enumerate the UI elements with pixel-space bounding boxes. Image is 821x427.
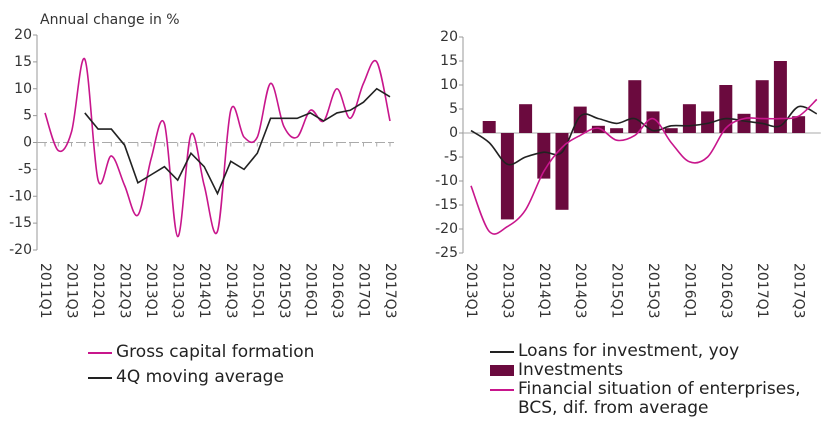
bar bbox=[519, 104, 533, 133]
bar bbox=[773, 61, 787, 133]
x-tick-label: 2014Q3 bbox=[223, 263, 239, 319]
x-tick-label: 2015Q1 bbox=[609, 263, 625, 319]
x-tick-label: 2015Q3 bbox=[276, 263, 292, 319]
legend-swatch bbox=[490, 351, 514, 353]
bar bbox=[755, 80, 769, 133]
x-tick-label: 2016Q1 bbox=[302, 263, 318, 319]
y-axis-label: Annual change in % bbox=[40, 12, 180, 28]
legend-swatch bbox=[88, 352, 112, 354]
bar bbox=[701, 111, 715, 133]
y-tick-label: -10 bbox=[435, 173, 458, 189]
x-tick-label: 2013Q1 bbox=[143, 263, 159, 319]
legend: Gross capital formation 4Q moving average bbox=[88, 343, 388, 393]
bar bbox=[610, 128, 624, 133]
x-tick-label: 2017Q1 bbox=[754, 263, 770, 319]
legend-swatch bbox=[490, 389, 514, 391]
bar bbox=[646, 111, 660, 133]
bar bbox=[482, 121, 496, 133]
y-tick-label: -20 bbox=[9, 242, 32, 258]
line bbox=[470, 98, 818, 235]
y-tick-label: -15 bbox=[9, 215, 32, 231]
y-tick-label: 20 bbox=[440, 29, 458, 45]
legend-item: Loans for investment, yoy bbox=[490, 342, 810, 361]
legend-item: 4Q moving average bbox=[88, 368, 388, 387]
y-tick-label: 10 bbox=[440, 77, 458, 93]
x-tick-label: 2017Q1 bbox=[355, 263, 371, 319]
x-tick-label: 2017Q3 bbox=[382, 263, 398, 319]
legend-label: Gross capital formation bbox=[116, 342, 315, 362]
legend-label: Loans for investment, yoy bbox=[518, 341, 740, 361]
y-tick-label: 5 bbox=[449, 101, 458, 117]
legend-label: Financial situation of enterprises, BCS,… bbox=[518, 379, 801, 418]
x-tick-label: 2013Q3 bbox=[499, 263, 515, 319]
bar bbox=[591, 125, 605, 133]
x-tick-label: 2015Q3 bbox=[645, 263, 661, 319]
bar bbox=[628, 80, 642, 133]
x-tick-label: 2013Q1 bbox=[463, 263, 479, 319]
y-tick-label: -5 bbox=[18, 161, 32, 177]
legend-item: Investments bbox=[490, 361, 810, 380]
y-tick-label: -15 bbox=[435, 197, 458, 213]
x-tick-label: 2016Q1 bbox=[681, 263, 697, 319]
x-tick-label: 2011Q1 bbox=[37, 263, 53, 319]
x-tick-label: 2017Q3 bbox=[791, 263, 807, 319]
x-tick-label: 2015Q1 bbox=[249, 263, 265, 319]
x-tick-label: 2012Q3 bbox=[117, 263, 133, 319]
legend-swatch bbox=[88, 377, 112, 379]
x-tick-label: 2013Q3 bbox=[170, 263, 186, 319]
legend-label: 4Q moving average bbox=[116, 367, 284, 387]
y-tick-label: -20 bbox=[435, 221, 458, 237]
y-tick-label: 10 bbox=[14, 81, 32, 97]
y-tick-label: 20 bbox=[14, 27, 32, 43]
bar bbox=[682, 104, 696, 133]
x-tick-label: 2014Q3 bbox=[572, 263, 588, 319]
legend-item: Financial situation of enterprises, BCS,… bbox=[490, 380, 810, 418]
bar bbox=[555, 133, 569, 210]
line bbox=[84, 87, 391, 196]
legend-label: Investments bbox=[518, 360, 624, 380]
bar bbox=[500, 133, 514, 220]
x-tick-label: 2014Q1 bbox=[536, 263, 552, 319]
legend: Loans for investment, yoy Investments Fina… bbox=[490, 342, 810, 418]
y-tick-label: 0 bbox=[23, 135, 32, 151]
y-tick-label: -10 bbox=[9, 188, 32, 204]
legend-item: Gross capital formation bbox=[88, 343, 388, 362]
bar bbox=[737, 113, 751, 133]
line bbox=[44, 58, 391, 238]
x-tick-label: 2012Q1 bbox=[90, 263, 106, 319]
bar bbox=[573, 106, 587, 133]
y-tick-label: 15 bbox=[440, 53, 458, 69]
x-tick-label: 2014Q1 bbox=[196, 263, 212, 319]
bar bbox=[719, 85, 733, 133]
y-tick-label: -25 bbox=[435, 245, 458, 261]
x-tick-label: 2016Q3 bbox=[329, 263, 345, 319]
y-tick-label: 15 bbox=[14, 54, 32, 70]
x-tick-label: 2016Q3 bbox=[718, 263, 734, 319]
bar bbox=[664, 128, 678, 133]
y-tick-label: 0 bbox=[449, 125, 458, 141]
y-tick-label: -5 bbox=[444, 149, 458, 165]
legend-swatch bbox=[490, 365, 514, 376]
x-tick-label: 2011Q3 bbox=[64, 263, 80, 319]
y-tick-label: 5 bbox=[23, 108, 32, 124]
bar bbox=[792, 116, 806, 133]
